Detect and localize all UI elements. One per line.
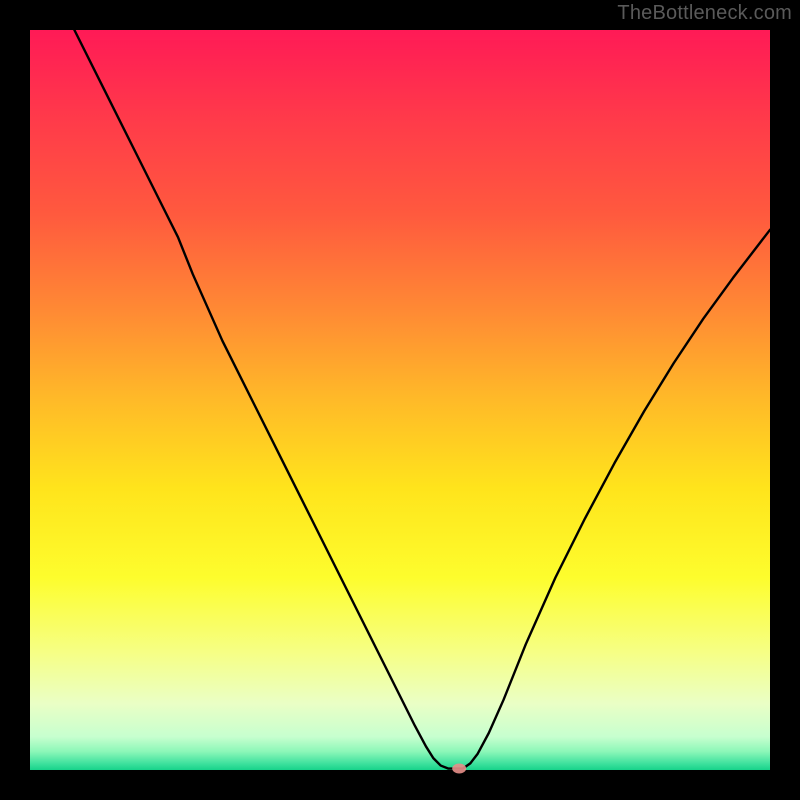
optimum-marker: [452, 764, 466, 774]
attribution-label: TheBottleneck.com: [617, 2, 792, 25]
bottleneck-curve-chart: [0, 0, 800, 800]
chart-frame: TheBottleneck.com: [0, 0, 800, 800]
plot-gradient-background: [30, 30, 770, 770]
